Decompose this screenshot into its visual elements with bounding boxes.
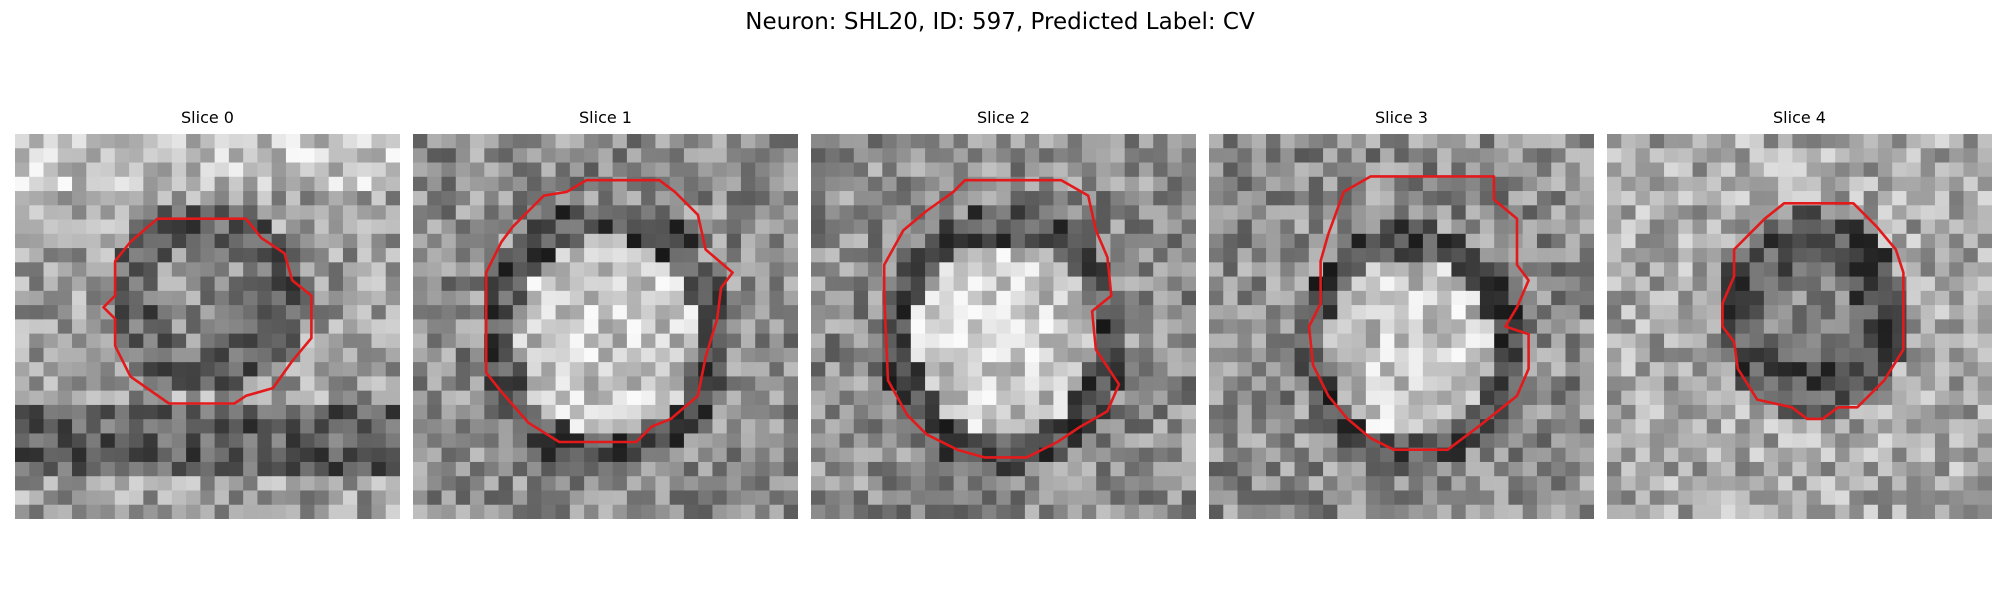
slice-panel-1: Slice 1 <box>413 108 798 519</box>
slice-pixels-3 <box>1209 134 1594 519</box>
slice-pixels-4 <box>1607 134 1992 519</box>
slice-panel-0: Slice 0 <box>15 108 400 519</box>
slice-panel-2: Slice 2 <box>811 108 1196 519</box>
figure-title: Neuron: SHL20, ID: 597, Predicted Label:… <box>745 9 1255 35</box>
segmentation-contour-1 <box>484 178 734 444</box>
slice-image-1 <box>413 134 798 519</box>
slice-image-2 <box>811 134 1196 519</box>
segmentation-contour-3 <box>1307 175 1530 452</box>
segmentation-contour-2 <box>882 178 1121 459</box>
slice-image-4 <box>1607 134 1992 519</box>
slice-title-1: Slice 1 <box>579 108 632 127</box>
slice-pixels-0 <box>15 134 400 519</box>
slice-title-3: Slice 3 <box>1375 108 1428 127</box>
slice-title-2: Slice 2 <box>977 108 1030 127</box>
slice-title-4: Slice 4 <box>1773 108 1826 127</box>
slice-pixels-2 <box>811 134 1196 519</box>
slice-title-0: Slice 0 <box>181 108 234 127</box>
slice-image-3 <box>1209 134 1594 519</box>
segmentation-contour-4 <box>1721 202 1905 421</box>
slice-pixels-1 <box>413 134 798 519</box>
slice-image-0 <box>15 134 400 519</box>
slice-panel-3: Slice 3 <box>1209 108 1594 519</box>
slice-panel-4: Slice 4 <box>1607 108 1992 519</box>
segmentation-contour-0 <box>102 217 313 405</box>
